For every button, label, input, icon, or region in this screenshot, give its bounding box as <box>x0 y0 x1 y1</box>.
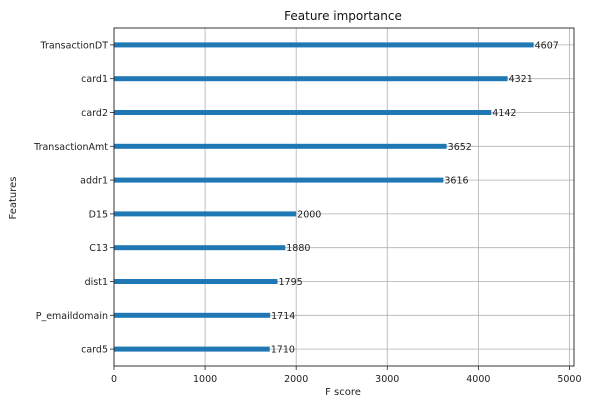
y-tick-label: D15 <box>89 209 108 220</box>
bar-card5 <box>114 346 270 352</box>
bar-card2 <box>114 110 492 115</box>
data-label: 4142 <box>492 108 516 119</box>
x-axis-title: F score <box>325 387 361 398</box>
data-label: 3652 <box>448 142 472 153</box>
data-label: 1714 <box>271 311 295 322</box>
data-label: 1795 <box>279 277 303 288</box>
y-tick-label: card2 <box>81 108 108 119</box>
bar-TransactionAmt <box>114 143 447 149</box>
data-label: 2000 <box>297 209 321 220</box>
y-tick-label: TransactionDT <box>40 40 109 51</box>
x-tick-label: 2000 <box>284 374 308 385</box>
bar-TransactionDT <box>114 42 534 48</box>
bar-card1 <box>114 76 508 82</box>
data-label: 1880 <box>286 243 310 254</box>
y-tick-label: card1 <box>81 74 108 85</box>
y-tick-label: addr1 <box>80 176 108 187</box>
ticks: 0 1000 2000 3000 4000 5000 TransactionDT card1 c… <box>33 40 581 385</box>
bar-addr1 <box>114 177 444 183</box>
bar-dist1 <box>114 279 278 284</box>
y-tick-label: card5 <box>81 345 108 356</box>
data-label: 1710 <box>271 345 295 356</box>
bar-C13 <box>114 245 286 251</box>
x-tick-label: 4000 <box>466 374 490 385</box>
x-tick-label: 3000 <box>375 374 399 385</box>
y-axis-title: Features <box>8 177 19 220</box>
bar-D15 <box>114 211 297 217</box>
bars <box>114 42 534 352</box>
data-labels: 4607 4321 4142 3652 3616 2000 1880 1795 1714 1710 <box>271 40 559 355</box>
x-tick-label: 1000 <box>193 374 217 385</box>
y-tick-label: TransactionAmt <box>33 142 108 153</box>
data-label: 4321 <box>509 74 533 85</box>
plot-frame <box>113 27 575 367</box>
y-tick-label: dist1 <box>85 277 108 288</box>
chart-title: Feature importance <box>284 9 402 23</box>
x-tick-label: 5000 <box>557 374 581 385</box>
data-label: 4607 <box>535 40 559 51</box>
x-tick-label: 0 <box>111 374 117 385</box>
y-tick-label: P_emaildomain <box>36 311 108 322</box>
bar-P_emaildomain <box>114 312 271 318</box>
y-tick-label: C13 <box>89 243 108 254</box>
data-label: 3616 <box>444 176 468 187</box>
